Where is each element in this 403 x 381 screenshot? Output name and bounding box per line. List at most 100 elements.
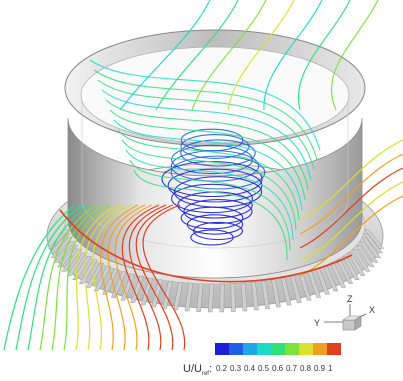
colorbar-tick: 0.9 [314, 364, 326, 373]
inlet-streamline [3, 204, 76, 351]
vane [289, 275, 302, 304]
vane [361, 237, 382, 258]
vane [240, 282, 248, 312]
colorbar-tick: 0.3 [230, 364, 242, 373]
swirl-streamline [125, 149, 294, 241]
inlet-streamline [128, 204, 167, 351]
vane [342, 256, 360, 281]
inlet-streamline [142, 204, 186, 351]
colorbar-swatch [215, 343, 229, 355]
streamlines [3, 0, 403, 351]
colorbar-swatch [299, 343, 313, 355]
colorbar-swatch [285, 343, 299, 355]
vortex-streamline [180, 139, 256, 167]
colorbar-swatch [243, 343, 257, 355]
axes-triad: Z X Y [314, 294, 375, 331]
swirl-streamline [133, 169, 288, 261]
inlet-streamline [51, 204, 104, 351]
inlet-streamline [100, 204, 139, 351]
vane [196, 283, 204, 312]
vortex-streamline [193, 221, 243, 241]
vortex-streamline [171, 183, 253, 214]
colorbar-tick: 0.8 [300, 364, 312, 373]
upper-streamline [191, 0, 267, 111]
vane [230, 283, 236, 312]
vane [120, 273, 136, 301]
outlet-streamline [299, 153, 403, 235]
swirl-streamline [93, 69, 318, 161]
vortex-streamline [180, 134, 250, 159]
guide-vanes [47, 229, 385, 313]
upper-streamline [227, 0, 295, 111]
vortex-streamline [171, 144, 253, 175]
colorbar-swatch [229, 343, 243, 355]
inlet-streamline [107, 204, 146, 351]
vortex-streamline [170, 150, 260, 182]
swirl-streamline [105, 99, 309, 191]
inlet-streamline [121, 204, 160, 351]
upper-streamline [330, 0, 379, 111]
vane [251, 282, 259, 311]
outlet-streamline [299, 195, 403, 277]
colorbar: U/Uref: 0.2 0.3 0.4 0.5 0.6 0.7 0.8 0.9 1 [183, 343, 341, 377]
vane [271, 279, 281, 308]
axis-x-label: X [369, 305, 375, 315]
vane [219, 283, 225, 313]
colorbar-swatch [327, 343, 341, 355]
vane [184, 282, 194, 312]
vane [355, 245, 375, 268]
upper-streamline [119, 0, 211, 111]
swirl-streamline [109, 109, 306, 201]
colorbar-tick: 0.5 [258, 364, 270, 373]
upper-streamline [155, 0, 239, 111]
swirl-streamline [129, 159, 291, 251]
colorbar-tick: 0.6 [272, 364, 284, 373]
vortex-streamline [183, 199, 253, 224]
vane [364, 229, 385, 249]
colorbar-swatches [215, 343, 341, 355]
colorbar-swatch [313, 343, 327, 355]
vane [347, 252, 366, 276]
swirl-streamline [97, 79, 315, 171]
vane [351, 249, 371, 272]
inlet-streamline [27, 204, 90, 351]
swirl-streamline [101, 89, 312, 181]
swirl-streamline [89, 59, 321, 151]
vortex-streamline [190, 229, 234, 246]
upper-streamline [297, 0, 351, 111]
swirl-streamline [117, 129, 300, 221]
vane [48, 233, 71, 254]
vane [358, 241, 379, 263]
inlet-streamline [84, 204, 125, 351]
vane [280, 277, 292, 306]
outlet-streamline [299, 181, 403, 263]
axis-z-label: Z [347, 294, 353, 304]
vortex-streamline [186, 214, 244, 235]
inlet-streamline [39, 204, 97, 351]
colorbar-tick: 0.2 [216, 364, 228, 373]
vane [363, 233, 384, 254]
vortex-streamline [170, 155, 266, 190]
vane [207, 283, 215, 313]
colorbar-ticks: 0.2 0.3 0.4 0.5 0.6 0.7 0.8 0.9 1 [216, 364, 333, 373]
inlet-streamline [92, 204, 132, 351]
outlet-streamline [59, 209, 353, 283]
vane [162, 280, 173, 309]
vane [173, 282, 183, 311]
swirl-streamline [121, 139, 297, 231]
inlet-streamline [75, 204, 118, 351]
inlet-streamline [114, 204, 153, 351]
vortex-streamline [180, 206, 244, 230]
colorbar-tick: 1 [328, 364, 333, 373]
outlet-streamline [299, 139, 403, 221]
vane [261, 280, 270, 309]
colorbar-tick: 0.7 [286, 364, 298, 373]
upper-streamline [263, 0, 323, 111]
vane [298, 273, 312, 301]
axis-y-label: Y [314, 318, 320, 328]
inlet-streamline [63, 204, 111, 351]
colorbar-swatch [271, 343, 285, 355]
vane [85, 262, 105, 288]
colorbar-tick: 0.4 [244, 364, 256, 373]
